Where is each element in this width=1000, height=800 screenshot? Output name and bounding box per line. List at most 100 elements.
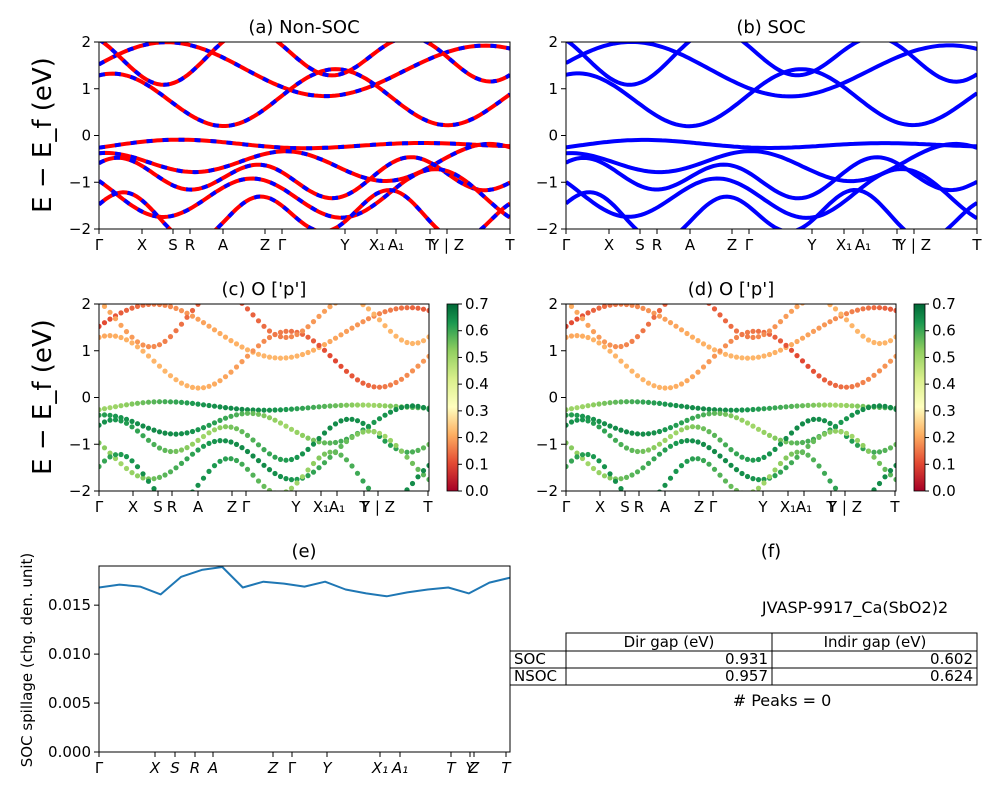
projection-point <box>371 419 377 425</box>
projection-point <box>283 328 289 334</box>
x-tick-label: A₁ <box>391 759 408 777</box>
projection-point <box>640 465 646 471</box>
projection-point <box>255 411 262 417</box>
projection-point <box>279 490 282 491</box>
projection-point <box>733 328 740 334</box>
projection-point <box>601 304 608 309</box>
projection-point <box>277 334 284 340</box>
projection-point <box>365 306 372 312</box>
x-tick-label: Γ <box>288 759 297 777</box>
projection-point <box>222 415 229 421</box>
projection-point <box>211 381 218 387</box>
projection-point <box>832 306 839 312</box>
projection-point <box>695 405 701 411</box>
projection-point <box>832 402 839 408</box>
projection-point <box>607 304 613 308</box>
projection-point <box>849 433 855 439</box>
projection-point <box>695 439 701 445</box>
projection-point <box>777 441 784 447</box>
projection-point <box>634 448 641 455</box>
projection-point <box>794 338 800 345</box>
x-tick-label: A <box>193 498 204 516</box>
projection-point <box>865 337 872 343</box>
x-tick-label: S <box>170 759 180 777</box>
x-tick-label: X <box>604 236 614 254</box>
projection-point <box>585 334 591 341</box>
projection-point <box>294 429 300 435</box>
projection-point <box>744 329 751 335</box>
projection-point <box>733 354 740 360</box>
projection-point <box>349 463 355 469</box>
projection-point <box>566 463 569 470</box>
projection-point <box>123 402 130 408</box>
projection-point <box>717 437 723 443</box>
projection-point <box>816 463 822 469</box>
projection-point <box>140 304 146 308</box>
projection-point <box>239 429 245 435</box>
projection-point <box>101 445 108 451</box>
x-tick-label: A₁ <box>796 498 812 516</box>
projection-point <box>772 446 778 452</box>
projection-point <box>689 374 696 380</box>
projection-point <box>101 458 108 464</box>
projection-point <box>178 308 185 314</box>
projection-point <box>733 487 740 491</box>
y-tick-label: 2 <box>548 33 558 51</box>
projection-point <box>700 364 707 370</box>
projection-point <box>579 455 586 462</box>
projection-point <box>134 428 141 434</box>
projection-point <box>321 347 328 353</box>
projection-point <box>321 440 328 446</box>
projection-point <box>134 344 141 350</box>
projection-point <box>343 402 350 408</box>
projection-point <box>393 379 399 386</box>
projection-point <box>634 304 641 310</box>
projection-point <box>750 406 756 413</box>
projection-point <box>728 413 734 419</box>
projection-point <box>651 495 656 500</box>
projection-point <box>566 323 569 329</box>
projection-point <box>206 422 212 428</box>
projection-point <box>129 418 135 424</box>
projection-point <box>766 451 773 457</box>
projection-point <box>305 467 311 473</box>
table-row-nsoc-dir: 0.957 <box>725 667 768 685</box>
projection-point <box>200 425 207 431</box>
projection-point <box>574 412 580 418</box>
projection-point <box>376 384 383 390</box>
projection-point <box>393 406 399 413</box>
projection-point <box>409 340 416 347</box>
projection-point <box>338 332 344 338</box>
projection-point <box>376 416 383 422</box>
panel-f-title: (f) <box>761 541 781 562</box>
projection-point <box>568 320 575 326</box>
projection-point <box>678 438 685 445</box>
projection-point <box>283 476 289 482</box>
x-tick-label: R <box>167 498 177 516</box>
projection-point <box>222 374 229 380</box>
panel-c: (c) O ['p'] 0.7 0.6 0.5 0.4 0.3 0.2 0.1 0.0 2 1 0… <box>69 279 489 516</box>
projection-point <box>684 404 690 410</box>
projection-point <box>222 438 229 444</box>
projection-point <box>233 441 240 447</box>
projection-point <box>387 442 394 448</box>
projection-point <box>566 440 569 446</box>
projection-point <box>255 442 262 448</box>
projection-point <box>816 402 822 408</box>
projection-point <box>585 418 591 424</box>
projection-point <box>145 399 152 405</box>
projection-point <box>200 443 207 449</box>
projection-point <box>566 412 569 418</box>
projection-point <box>689 456 696 462</box>
projection-point <box>316 465 322 471</box>
projection-point <box>882 447 888 453</box>
projection-point <box>123 329 130 335</box>
projection-point <box>266 334 273 341</box>
projection-point <box>772 435 778 441</box>
x-tick-label: Γ <box>278 236 287 254</box>
x-tick-label: Z <box>267 759 279 777</box>
projection-point <box>151 343 157 350</box>
colorbar-tick-label: 0.5 <box>932 348 956 366</box>
projection-point <box>129 470 135 476</box>
projection-point <box>711 347 718 353</box>
